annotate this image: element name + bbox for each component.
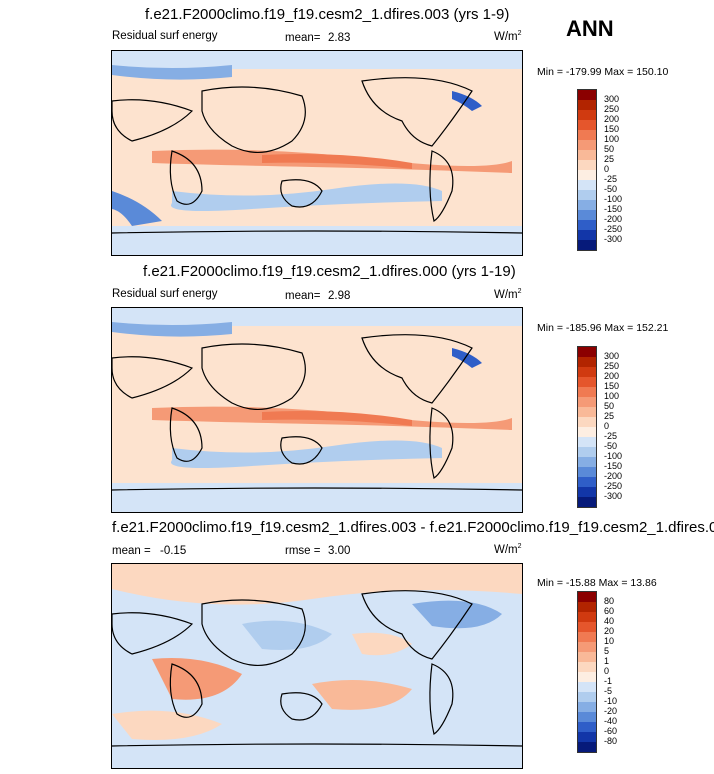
colorbar-tick: 25 — [604, 154, 615, 164]
panel-3-mean-value: -0.15 — [160, 545, 187, 557]
colorbar-tick: -25 — [604, 174, 618, 184]
panel-1-mean-label: mean= — [285, 32, 321, 44]
panel-2-colorbar — [577, 346, 597, 508]
panel-3-minmax: Min = -15.88 Max = 13.86 — [537, 577, 657, 589]
panel-1-mean-value: 2.83 — [328, 32, 351, 44]
colorbar-tick: 0 — [604, 164, 610, 174]
panel-1-colorbar — [577, 89, 597, 251]
colorbar-tick: -10 — [604, 696, 618, 706]
panel-1-minmax: Min = -179.99 Max = 150.10 — [537, 66, 669, 78]
colorbar-tick: -5 — [604, 686, 613, 696]
panel-3-rmse-label: rmse = — [285, 545, 321, 557]
colorbar-tick: -150 — [604, 461, 623, 471]
colorbar-tick: 0 — [604, 666, 610, 676]
colorbar-tick: 40 — [604, 616, 615, 626]
panel-2-map — [111, 307, 523, 513]
colorbar-tick: -250 — [604, 481, 623, 491]
colorbar-tick: -50 — [604, 441, 618, 451]
colorbar-tick: -40 — [604, 716, 618, 726]
colorbar-tick: -200 — [604, 214, 623, 224]
panel-2-minmax: Min = -185.96 Max = 152.21 — [537, 322, 669, 334]
colorbar-tick: -20 — [604, 706, 618, 716]
panel-2-title: f.e21.F2000climo.f19_f19.cesm2_1.dfires.… — [143, 263, 516, 280]
colorbar-tick: 0 — [604, 421, 610, 431]
colorbar-tick: -100 — [604, 451, 623, 461]
colorbar-tick: 100 — [604, 134, 620, 144]
colorbar-tick: -200 — [604, 471, 623, 481]
panel-3-colorbar — [577, 591, 597, 753]
panel-3-rmse-value: 3.00 — [328, 545, 351, 557]
colorbar-tick: 150 — [604, 381, 620, 391]
colorbar-tick: 1 — [604, 656, 610, 666]
colorbar-tick: 25 — [604, 411, 615, 421]
colorbar-tick: 250 — [604, 104, 620, 114]
colorbar-tick: -300 — [604, 234, 623, 244]
season-label: ANN — [566, 16, 614, 41]
panel-1-map — [111, 50, 523, 256]
panel-1-variable-label: Residual surf energy — [112, 30, 218, 42]
colorbar-tick: 300 — [604, 351, 620, 361]
panel-3-mean-label: mean = — [112, 545, 151, 557]
colorbar-tick: 200 — [604, 114, 620, 124]
panel-1-title: f.e21.F2000climo.f19_f19.cesm2_1.dfires.… — [145, 6, 510, 23]
colorbar-tick: -1 — [604, 676, 613, 686]
panel-2-mean-value: 2.98 — [328, 290, 351, 302]
colorbar-tick: -150 — [604, 204, 623, 214]
colorbar-tick: 5 — [604, 646, 610, 656]
colorbar-tick: -60 — [604, 726, 618, 736]
panel-2-variable-label: Residual surf energy — [112, 288, 218, 300]
panel-3-title: f.e21.F2000climo.f19_f19.cesm2_1.dfires.… — [112, 519, 714, 536]
panel-2-units: W/m2 — [494, 288, 522, 301]
colorbar-tick: -100 — [604, 194, 623, 204]
colorbar-tick: 10 — [604, 636, 615, 646]
colorbar-tick: 250 — [604, 361, 620, 371]
panel-1-units: W/m2 — [494, 30, 522, 43]
colorbar-tick: -250 — [604, 224, 623, 234]
colorbar-tick: 300 — [604, 94, 620, 104]
colorbar-tick: 50 — [604, 144, 615, 154]
panel-3-units: W/m2 — [494, 543, 522, 556]
colorbar-tick: 150 — [604, 124, 620, 134]
panel-3-map — [111, 563, 523, 769]
colorbar-tick: -25 — [604, 431, 618, 441]
colorbar-tick: 100 — [604, 391, 620, 401]
colorbar-tick: 80 — [604, 596, 615, 606]
colorbar-tick: 200 — [604, 371, 620, 381]
colorbar-tick: -50 — [604, 184, 618, 194]
colorbar-tick: -300 — [604, 491, 623, 501]
panel-2-mean-label: mean= — [285, 290, 321, 302]
colorbar-tick: 50 — [604, 401, 615, 411]
colorbar-tick: 20 — [604, 626, 615, 636]
colorbar-tick: -80 — [604, 736, 618, 746]
colorbar-tick: 60 — [604, 606, 615, 616]
